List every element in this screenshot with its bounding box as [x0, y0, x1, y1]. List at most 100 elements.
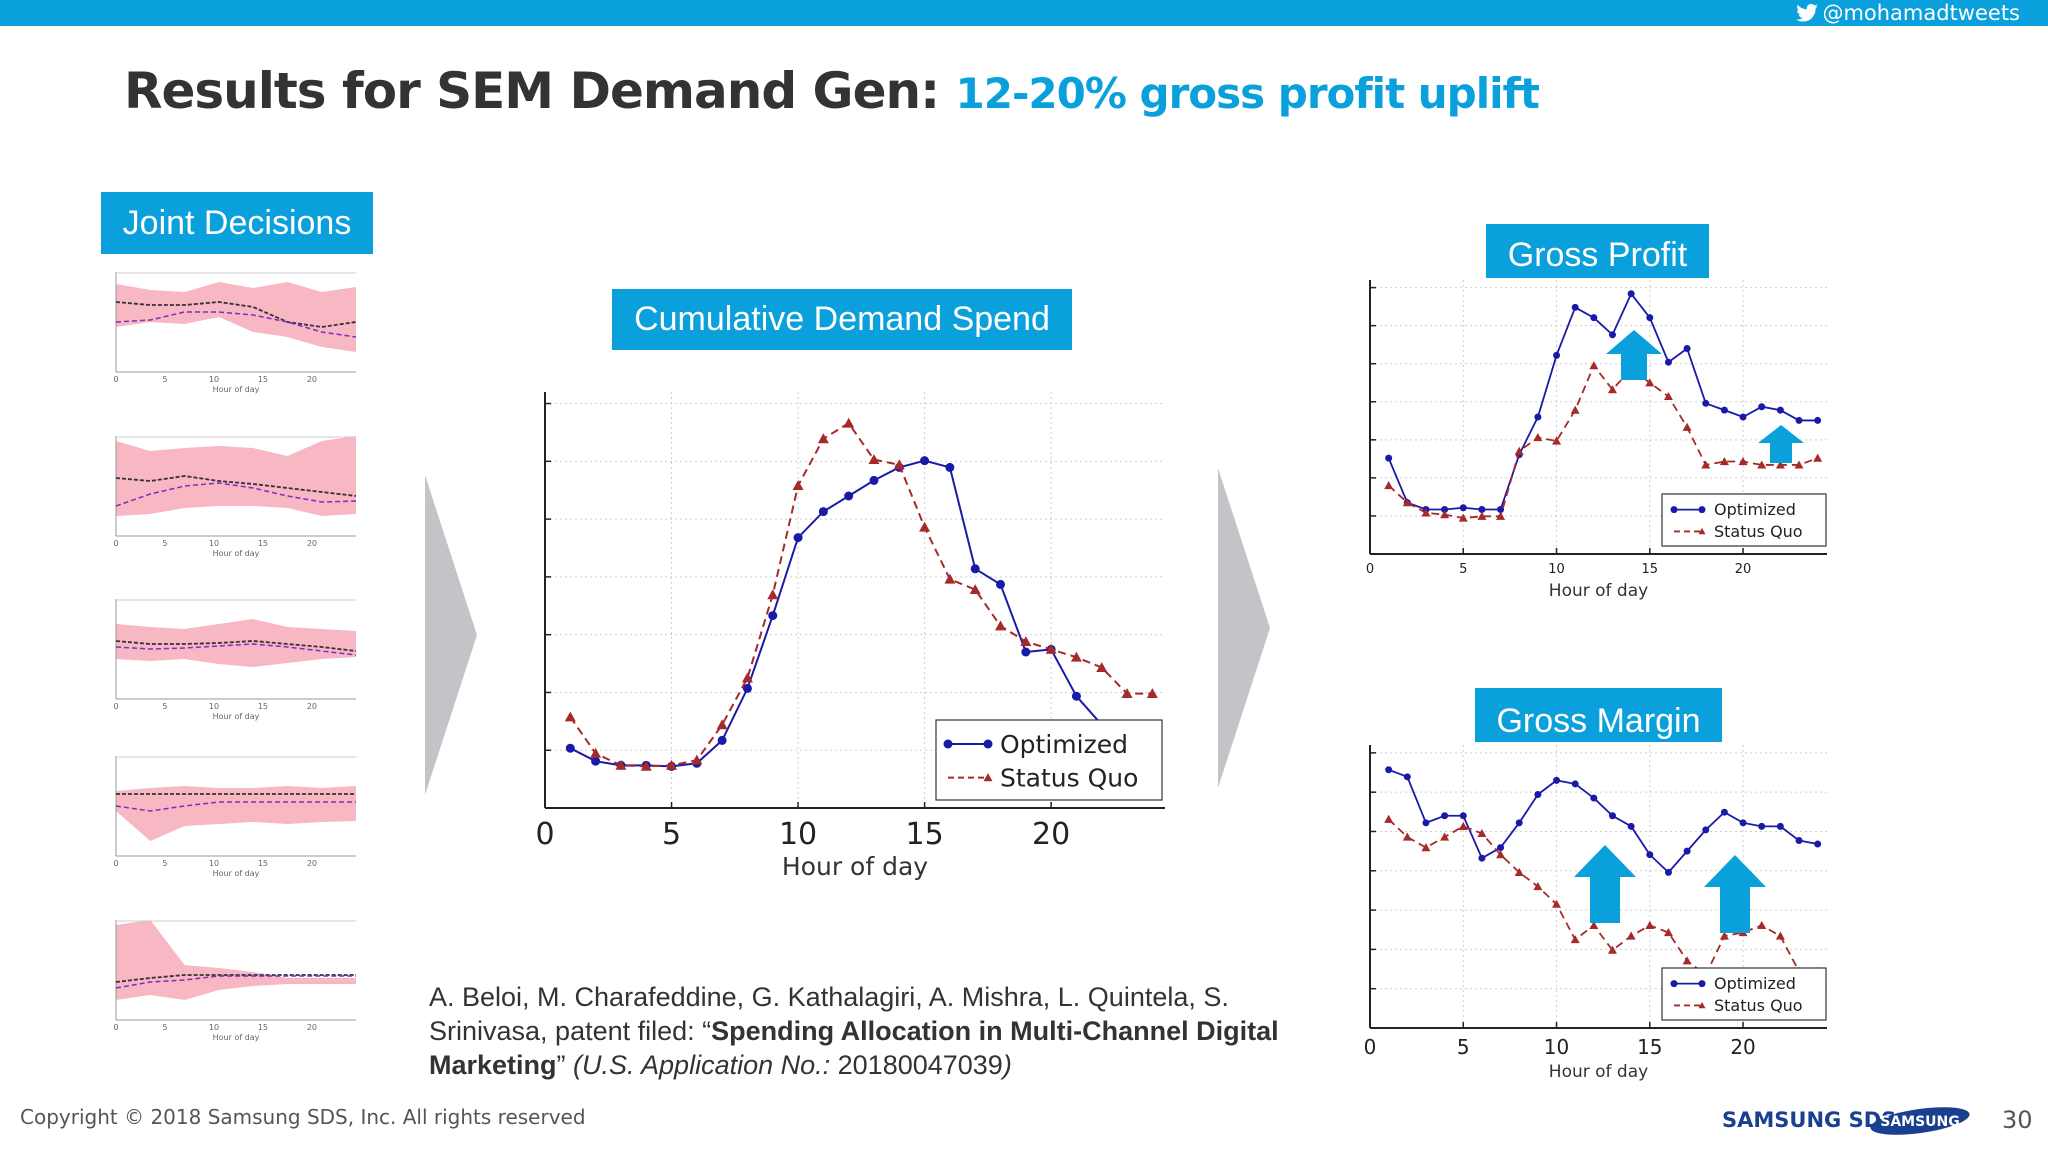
data-point: [591, 756, 601, 766]
data-point: [1645, 378, 1655, 387]
x-tick-label: 10: [209, 702, 219, 711]
data-point: [1021, 647, 1031, 657]
data-point: [1534, 791, 1542, 799]
data-point: [1719, 457, 1729, 466]
data-point: [1645, 920, 1655, 930]
x-tick-label: 0: [113, 375, 118, 384]
x-tick-label: 5: [1459, 562, 1467, 577]
cumulative-demand-spend-label: Cumulative Demand Spend: [612, 289, 1072, 350]
data-point: [1664, 868, 1672, 876]
x-tick-label: 0: [113, 539, 118, 548]
data-point: [1683, 847, 1691, 855]
data-point: [1646, 851, 1654, 859]
legend-marker: [983, 773, 993, 782]
top-bar: [0, 0, 2048, 26]
data-point: [565, 743, 575, 753]
data-point: [1477, 828, 1487, 838]
data-point: [1458, 513, 1468, 522]
confidence-band: [116, 619, 356, 667]
data-point: [869, 475, 879, 485]
data-point: [1403, 773, 1411, 781]
data-point: [1702, 399, 1710, 407]
slide-title-highlight: 12-20% gross profit uplift: [955, 69, 1540, 118]
data-point: [969, 584, 981, 594]
data-point: [1552, 436, 1562, 445]
x-tick-label: 20: [1032, 817, 1070, 852]
data-point: [893, 459, 905, 470]
legend-marker: [1698, 980, 1706, 988]
samsung-logo: SAMSUNG: [1870, 1107, 1970, 1135]
legend-label: Status Quo: [1000, 763, 1138, 792]
data-point: [666, 759, 678, 770]
confidence-band: [116, 920, 356, 1000]
data-point: [1813, 453, 1823, 462]
data-point: [1421, 508, 1431, 517]
data-point: [1422, 819, 1430, 827]
samsung-sds-logo: SAMSUNG SDS: [1722, 1108, 1897, 1132]
data-point: [1020, 636, 1032, 646]
data-point: [1496, 850, 1506, 859]
data-point: [1553, 351, 1561, 359]
citation-app-label: (U.S. Application No.:: [573, 1050, 831, 1080]
joint-decisions-label: Joint Decisions: [101, 192, 373, 254]
data-point: [1607, 945, 1617, 954]
data-point: [1608, 331, 1616, 339]
data-point: [1590, 794, 1598, 802]
data-point: [640, 760, 652, 771]
data-point: [1626, 931, 1636, 940]
x-tick-label: 20: [1730, 1035, 1755, 1059]
data-point: [1071, 691, 1081, 701]
legend-label: Status Quo: [1714, 522, 1803, 541]
data-point: [1683, 345, 1691, 352]
x-axis-label: Hour of day: [213, 1033, 260, 1042]
legend-marker: [1698, 527, 1706, 535]
data-point: [818, 507, 828, 517]
joint-decision-panel: 0 5 10 15 20 Hour of day: [113, 756, 356, 878]
data-point: [1533, 433, 1543, 442]
data-point: [1458, 821, 1468, 830]
joint-decision-panel: 0 5 10 15 20 Hour of day: [113, 599, 357, 721]
data-point: [1739, 819, 1747, 827]
citation-title: Spending Allocation in Multi-Channel Dig…: [429, 1016, 1279, 1080]
twitter-handle: @mohamadtweets: [1796, 0, 2020, 26]
legend-marker: [1670, 980, 1678, 988]
data-point: [817, 433, 829, 444]
data-point: [1146, 688, 1158, 698]
data-point: [691, 754, 703, 765]
x-tick-label: 10: [1548, 562, 1565, 577]
data-point: [1775, 460, 1785, 469]
data-point: [1096, 662, 1108, 672]
data-point: [1421, 843, 1431, 852]
data-point: [767, 589, 779, 600]
data-point: [1440, 832, 1450, 841]
x-tick-label: 10: [1544, 1035, 1569, 1059]
x-tick-label: 15: [258, 1023, 268, 1032]
data-point: [1384, 814, 1394, 823]
x-tick-label: 20: [307, 1023, 317, 1032]
citation-close: ): [1002, 1050, 1012, 1080]
data-point: [1719, 931, 1729, 940]
data-point: [1534, 413, 1542, 421]
data-point: [1459, 504, 1467, 512]
data-point: [1441, 812, 1449, 820]
data-point: [1795, 416, 1803, 424]
x-tick-label: 5: [1457, 1035, 1470, 1059]
data-point: [742, 683, 752, 693]
x-tick-label: 5: [162, 539, 167, 548]
data-point: [615, 759, 627, 770]
data-point: [1776, 406, 1784, 414]
x-axis-label: Hour of day: [213, 869, 260, 878]
data-point: [1478, 505, 1486, 513]
data-point: [1496, 511, 1506, 520]
cumulative-demand-spend-chart: 0 5 10 15 20 Hour of day Optimized Status Quo: [535, 392, 1165, 881]
legend-label: Optimized: [1714, 974, 1796, 993]
data-point: [1497, 844, 1505, 852]
x-axis-label: Hour of day: [1549, 581, 1648, 601]
x-tick-label: 0: [535, 817, 554, 852]
confidence-band: [116, 786, 356, 841]
joint-decision-panel: 0 5 10 15 20 Hour of day: [113, 436, 357, 558]
data-point: [945, 462, 955, 472]
legend-box: [1661, 493, 1827, 547]
confidence-band: [116, 282, 356, 352]
data-point: [716, 719, 728, 730]
